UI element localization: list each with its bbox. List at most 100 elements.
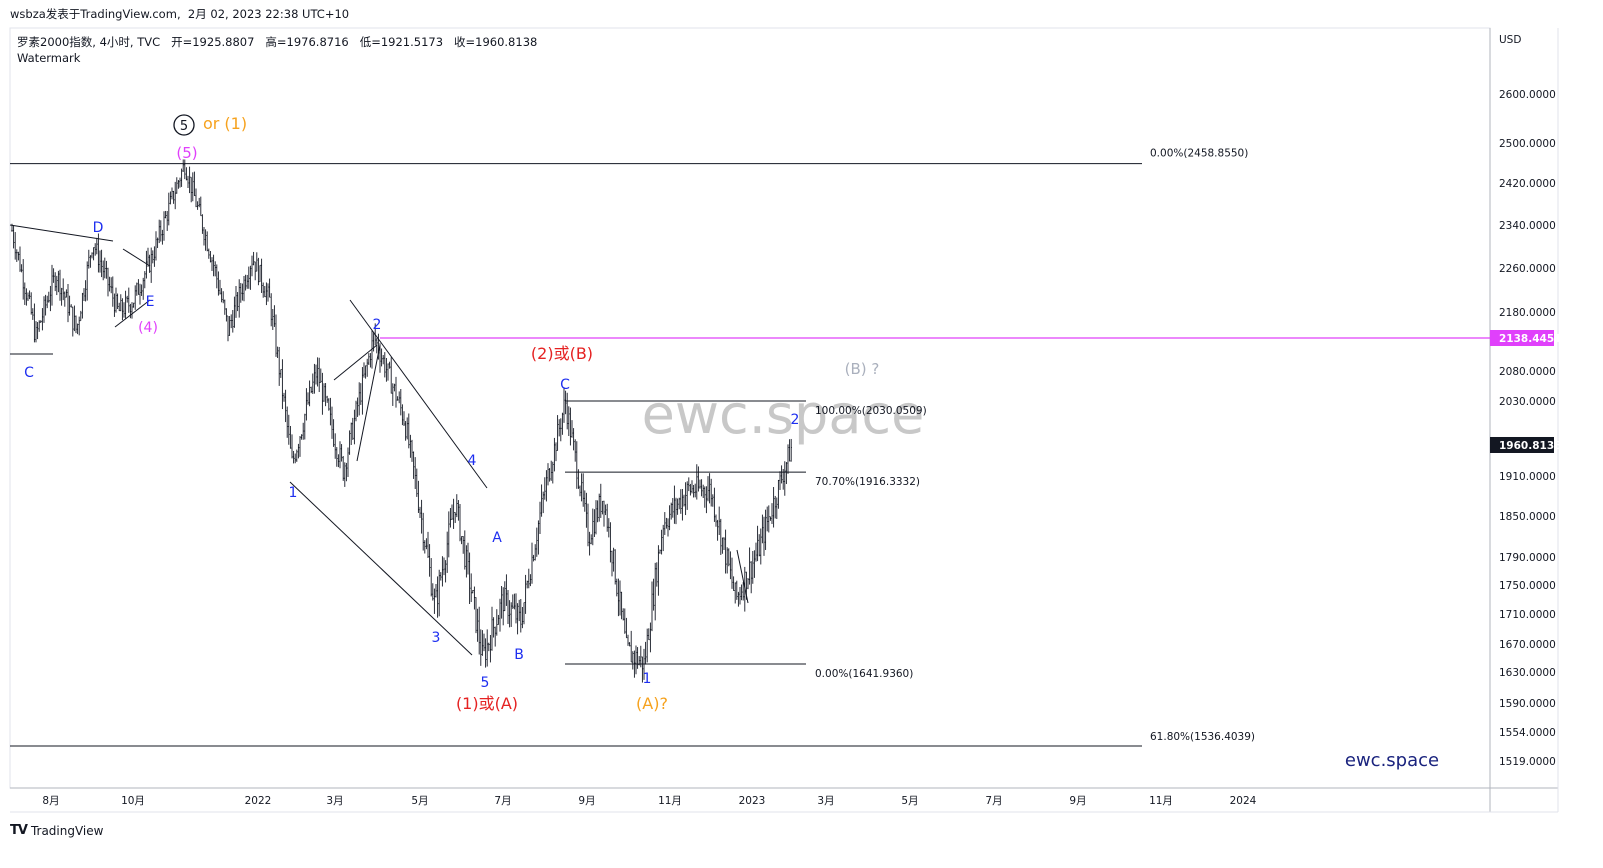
- y-tick-label: 1790.0000: [1499, 552, 1556, 564]
- wave-label: (2)或(B): [531, 344, 593, 363]
- y-tick-label: 2080.0000: [1499, 366, 1556, 378]
- x-tick-label: 7月: [494, 795, 511, 807]
- trendline: [289, 481, 473, 656]
- x-tick-label: 2023: [739, 795, 766, 807]
- open-label: 开: [171, 35, 183, 49]
- y-tick-label: 1670.0000: [1499, 639, 1556, 651]
- footer-brand-text: TradingView: [30, 823, 104, 838]
- wave-label: D: [93, 220, 104, 236]
- x-tick-label: 10月: [121, 795, 145, 807]
- chart-frame: [9, 27, 1559, 813]
- fib-label: 70.70%(1916.3332): [815, 476, 920, 488]
- publisher-text: wsbza发表于TradingView.com: [10, 7, 177, 21]
- drawing-layer: 0.00%(2458.8550) 100.00%(2030.0509) 70.70%…: [9, 148, 1490, 747]
- wave-label: (A)?: [636, 694, 668, 713]
- wave-label: (B) ?: [845, 360, 880, 378]
- fib-label: 61.80%(1536.4039): [1150, 731, 1255, 743]
- wave-label: 5: [481, 675, 490, 691]
- y-tick-label: 1910.0000: [1499, 471, 1556, 483]
- y-tick-label: 1850.0000: [1499, 511, 1556, 523]
- ohlc-legend: 罗素2000指数, 4小时, TVC 开=1925.8807 高=1976.87…: [17, 34, 537, 50]
- x-tick-label: 3月: [326, 795, 343, 807]
- low-value: =1921.5173: [371, 35, 444, 49]
- wave-label: 1: [289, 485, 298, 501]
- fib-label: 0.00%(2458.8550): [1150, 148, 1248, 160]
- y-tick-label: 2030.0000: [1499, 396, 1556, 408]
- low-label: 低: [359, 35, 372, 49]
- wave-label: (5): [176, 144, 197, 162]
- watermark-big: ewc.space: [642, 383, 925, 446]
- high-label: 高: [265, 35, 277, 49]
- circled-wave-marker: [173, 114, 195, 136]
- marker-price-text: 2138.4451: [1499, 333, 1561, 345]
- y-tick-label: 1630.0000: [1499, 667, 1556, 679]
- fib-label: 0.00%(1641.9360): [815, 668, 913, 680]
- wave-label: C: [560, 377, 570, 393]
- y-tick-label: 1590.0000: [1499, 698, 1556, 710]
- chart-header: wsbza发表于TradingView.com, 2月 02, 2023 22:…: [10, 7, 350, 21]
- wave-label: A: [492, 530, 502, 546]
- x-tick-label: 9月: [578, 795, 595, 807]
- y-tick-label: 2340.0000: [1499, 220, 1556, 232]
- wave-label: 3: [432, 630, 441, 646]
- wave-label: 2: [373, 317, 382, 333]
- trendline: [122, 248, 151, 267]
- trendline: [736, 549, 749, 604]
- fib-label: 100.00%(2030.0509): [815, 405, 927, 417]
- y-tick-label: 2260.0000: [1499, 263, 1556, 275]
- y-tick-label: 1710.0000: [1499, 609, 1556, 621]
- x-tick-label: 8月: [42, 795, 59, 807]
- x-tick-label: 7月: [985, 795, 1002, 807]
- watermark-layer: ewc.space ewc.space: [642, 383, 1439, 771]
- trendline: [356, 344, 381, 462]
- close-value: =1960.8138: [465, 35, 538, 49]
- y-tick-label: 2420.0000: [1499, 178, 1556, 190]
- x-tick-label: 11月: [658, 795, 682, 807]
- candle-series: [11, 159, 792, 683]
- currency-label: USD: [1499, 34, 1521, 46]
- wave-label: C: [24, 365, 34, 381]
- wave-label: B: [514, 647, 524, 663]
- watermark-label: Watermark: [17, 51, 81, 65]
- x-tick-label: 5月: [901, 795, 918, 807]
- close-label: 收: [454, 35, 466, 49]
- wave-label: (1)或(A): [456, 694, 518, 713]
- circled-wave-label: 5: [180, 119, 188, 134]
- wave-label: 1: [643, 671, 652, 687]
- y-tick-label: 2500.0000: [1499, 138, 1556, 150]
- wave-label: E: [146, 294, 155, 310]
- last-price-badge: [1490, 436, 1554, 453]
- footer-brand[interactable]: TV TradingView: [10, 823, 103, 838]
- open-value: =1925.8807: [182, 35, 255, 49]
- x-tick-label: 2024: [1230, 795, 1257, 807]
- x-tick-label: 5月: [411, 795, 428, 807]
- trendline: [333, 344, 378, 381]
- wave-label: 4: [468, 453, 477, 469]
- wave-label: 2: [791, 412, 800, 428]
- x-tick-label: 2022: [245, 795, 272, 807]
- tradingview-logo-icon: TV: [10, 823, 28, 838]
- trendline: [114, 299, 151, 328]
- y-tick-label: 1750.0000: [1499, 580, 1556, 592]
- y-tick-label: 1519.0000: [1499, 756, 1556, 768]
- marker-price-badge: [1490, 330, 1554, 347]
- symbol-text[interactable]: 罗素2000指数, 4小时, TVC: [17, 35, 161, 49]
- x-tick-label: 3月: [817, 795, 834, 807]
- y-tick-label: 1554.0000: [1499, 727, 1556, 739]
- watermark-small: ewc.space: [1345, 750, 1439, 771]
- wave-label: (4): [138, 320, 158, 336]
- timestamp-text: 2月 02, 2023 22:38 UTC+10: [187, 7, 350, 21]
- trendline: [9, 224, 114, 242]
- wave-labels: (5) or (1) D E (4) C 2 1 4 3 5 A B (1)或(A) (2)或(B) C 1 (A…: [24, 114, 879, 713]
- x-tick-label: 11月: [1149, 795, 1173, 807]
- price-axis: USD 2600.0000 2500.0000 2420.0000 2340.0000 2…: [1490, 34, 1561, 768]
- last-price-text: 1960.8138: [1499, 440, 1561, 452]
- y-tick-label: 2180.0000: [1499, 307, 1556, 319]
- y-tick-label: 2600.0000: [1499, 89, 1556, 101]
- time-axis: 8月 10月 2022 3月 5月 7月 9月 11月 2023 3月 5月 7月 9月 11月 2024: [42, 795, 1256, 807]
- wave-label: or (1): [203, 114, 247, 133]
- high-value: =1976.8716: [276, 35, 349, 49]
- x-tick-label: 9月: [1069, 795, 1086, 807]
- trendline: [349, 299, 488, 489]
